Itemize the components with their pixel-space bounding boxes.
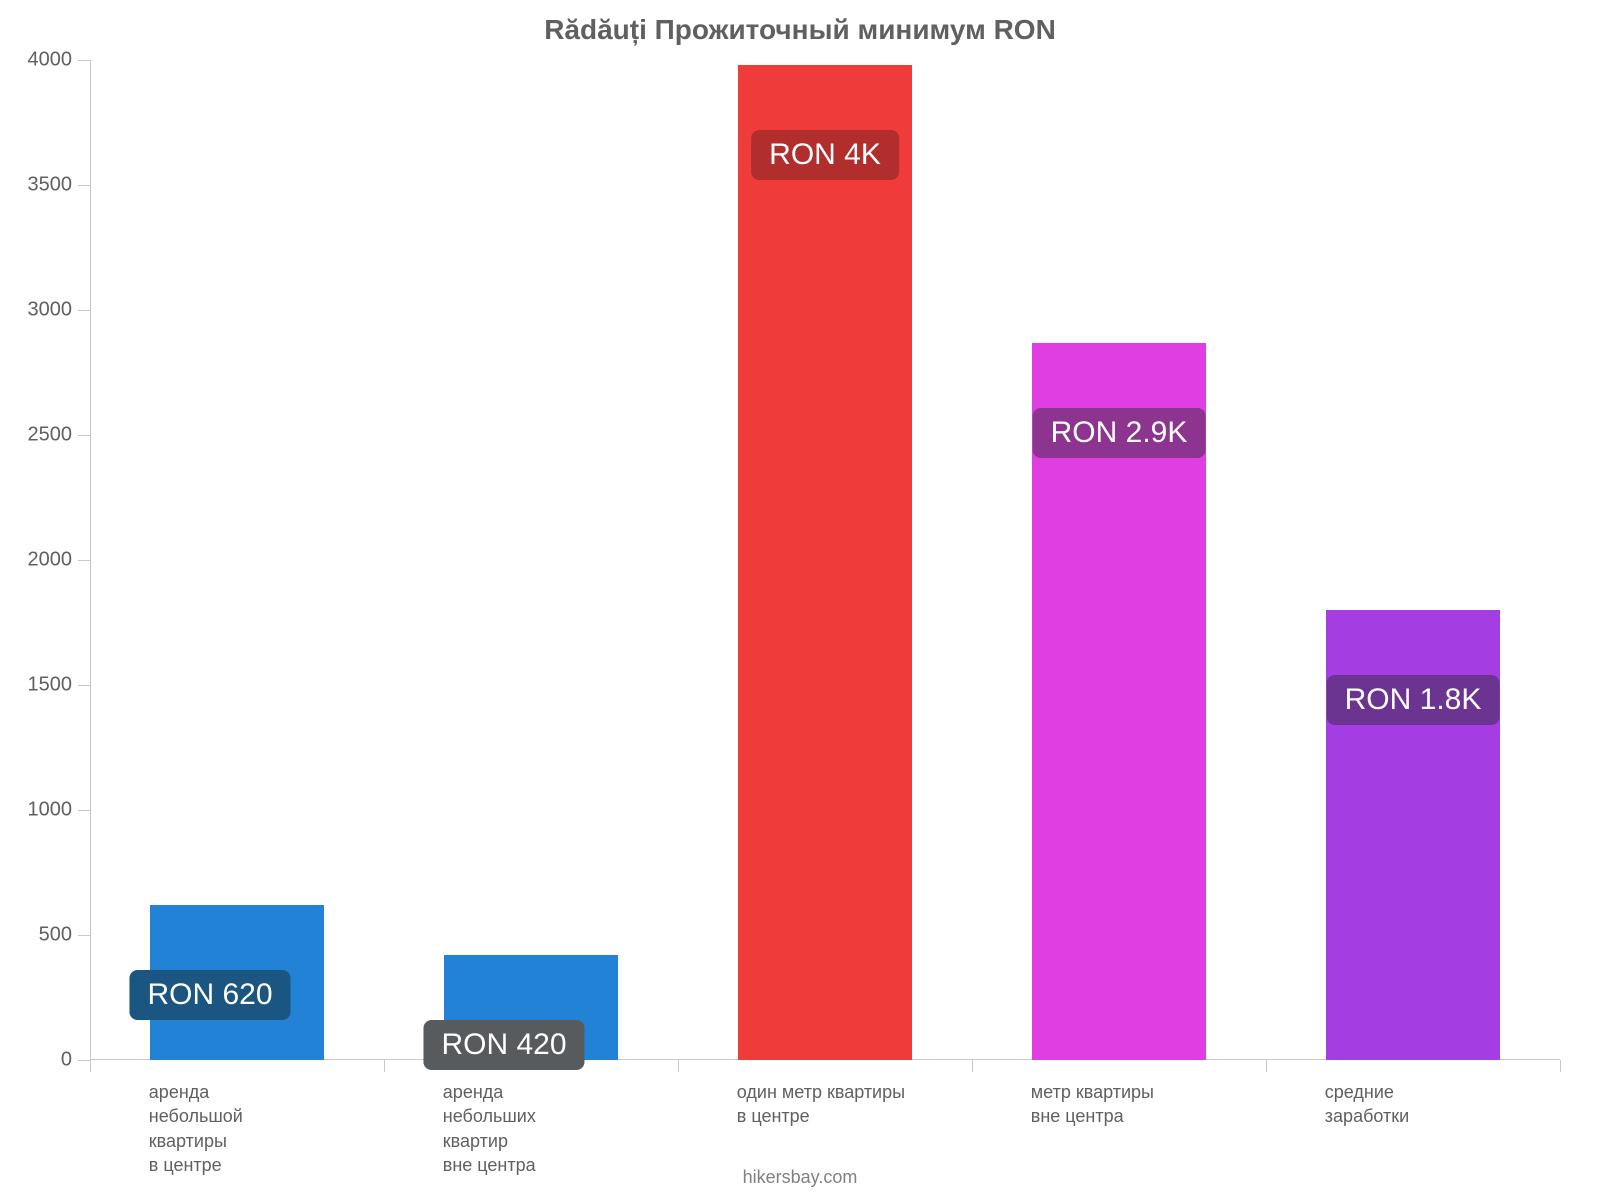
y-tick <box>78 60 90 61</box>
bar-value-label: RON 1.8K <box>1327 675 1500 725</box>
bar-value-label: RON 2.9K <box>1033 408 1206 458</box>
x-tick <box>1560 1060 1561 1072</box>
x-tick <box>678 1060 679 1072</box>
y-tick-label: 4000 <box>28 49 73 72</box>
y-tick-label: 2000 <box>28 549 73 572</box>
y-tick <box>78 685 90 686</box>
bar-value-label: RON 420 <box>423 1020 584 1070</box>
y-axis-line <box>90 60 91 1060</box>
x-tick-label: аренда небольших квартир вне центра <box>443 1080 708 1177</box>
y-tick <box>78 935 90 936</box>
y-tick <box>78 310 90 311</box>
y-tick-label: 2500 <box>28 424 73 447</box>
y-tick <box>78 1060 90 1061</box>
x-tick <box>90 1060 91 1072</box>
chart-container: Rădăuți Прожиточный минимум RON 05001000… <box>0 0 1600 1200</box>
x-tick-label: один метр квартиры в центре <box>737 1080 1002 1129</box>
x-tick <box>972 1060 973 1072</box>
x-tick <box>384 1060 385 1072</box>
chart-title: Rădăuți Прожиточный минимум RON <box>0 14 1600 46</box>
plot-area: 05001000150020002500300035004000RON 620а… <box>90 60 1560 1060</box>
y-tick-label: 1000 <box>28 799 73 822</box>
x-tick-label: аренда небольшой квартиры в центре <box>149 1080 414 1177</box>
y-tick-label: 1500 <box>28 674 73 697</box>
y-tick <box>78 810 90 811</box>
y-tick-label: 3000 <box>28 299 73 322</box>
bar <box>738 65 911 1060</box>
y-tick-label: 3500 <box>28 174 73 197</box>
x-tick-label: средние заработки <box>1325 1080 1590 1129</box>
chart-footer: hikersbay.com <box>0 1167 1600 1188</box>
y-tick <box>78 560 90 561</box>
y-tick <box>78 435 90 436</box>
x-tick-label: метр квартиры вне центра <box>1031 1080 1296 1129</box>
x-tick <box>1266 1060 1267 1072</box>
y-tick-label: 500 <box>39 924 72 947</box>
bar-value-label: RON 620 <box>129 970 290 1020</box>
bar-value-label: RON 4K <box>751 130 899 180</box>
y-tick-label: 0 <box>61 1049 72 1072</box>
y-tick <box>78 185 90 186</box>
